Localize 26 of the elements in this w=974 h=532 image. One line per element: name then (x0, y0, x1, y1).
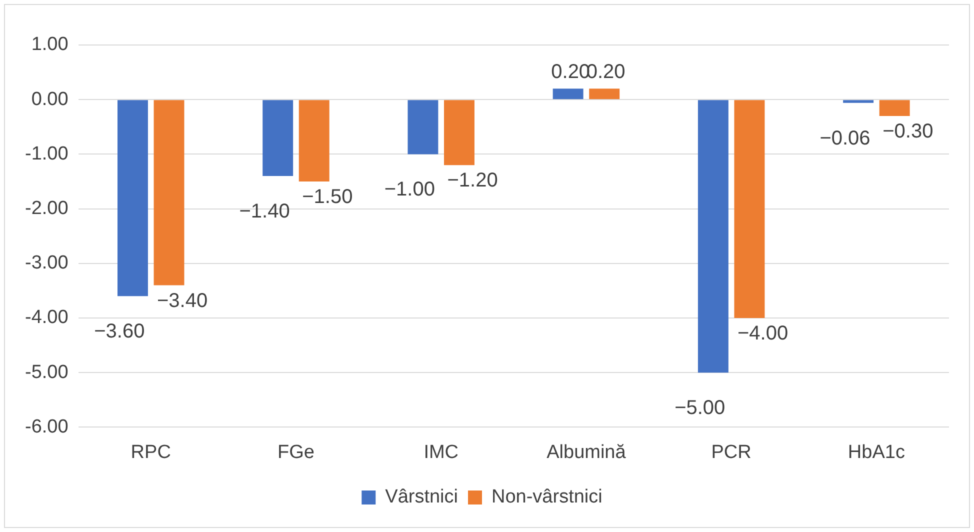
x-tick-label: FGe (278, 442, 314, 463)
data-label: −0.06 (820, 127, 870, 150)
data-label: −0.30 (882, 120, 934, 142)
data-label: −5.00 (674, 397, 726, 420)
x-tick-label: IMC (424, 442, 459, 463)
x-tick-label: PCR (711, 442, 752, 463)
data-label: −3.60 (94, 320, 145, 343)
y-tick-label: -5.00 (24, 362, 68, 383)
legend-label: Vârstnici (385, 486, 458, 508)
y-tick-label: -3.00 (24, 252, 68, 274)
data-label: −3.40 (157, 290, 208, 312)
data-label: −1.40 (239, 200, 290, 223)
data-label: −4.00 (737, 322, 788, 345)
data-label: −1.20 (447, 170, 498, 192)
data-label: −1.50 (302, 186, 353, 208)
y-tick-label: -1.00 (24, 143, 68, 164)
data-label: −1.00 (384, 178, 435, 201)
y-tick-label: -6.00 (24, 416, 68, 438)
x-tick-label: HbA1c (848, 442, 905, 463)
x-tick-label: RPC (130, 442, 171, 463)
y-tick-label: 1.00 (31, 34, 68, 56)
legend-label: Non-vârstnici (491, 486, 602, 508)
y-tick-label: -2.00 (24, 198, 68, 220)
y-tick-label: -4.00 (24, 307, 68, 328)
y-tick-label: 0.00 (31, 88, 68, 110)
x-tick-label: Albumină (546, 442, 626, 463)
